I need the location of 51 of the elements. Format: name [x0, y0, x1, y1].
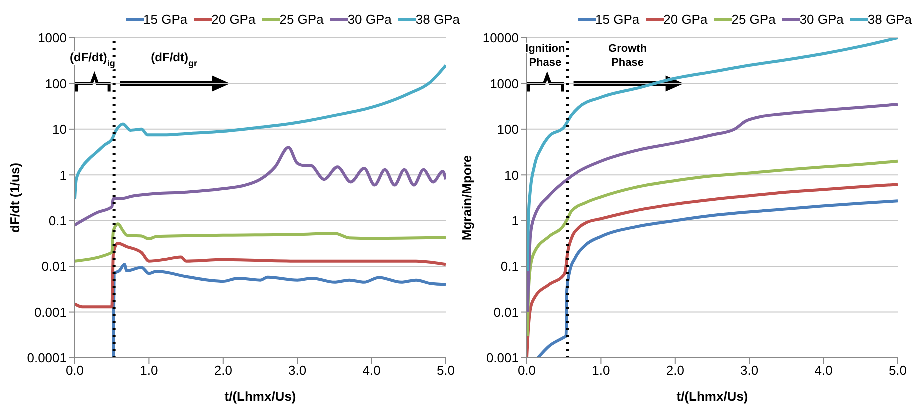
annotation: Ignition Phase [526, 43, 566, 69]
y-tick-label: 10000 [482, 30, 519, 46]
line-series [527, 160, 898, 338]
legend-label: 25 GPa [280, 12, 324, 27]
y-tick-label: 0.001 [486, 350, 519, 366]
y-tick-label: 1 [512, 213, 519, 228]
y-tick-label: 0.1 [48, 213, 67, 228]
legend-label: 15 GPa [596, 12, 640, 27]
line-series [75, 146, 446, 227]
legend-label: 25 GPa [732, 12, 776, 27]
x-axis-title: t/(Lhmx/Us) [224, 389, 296, 404]
x-tick-label: 4.0 [814, 363, 833, 378]
y-tick-label: 0.1 [500, 259, 519, 274]
x-tick-label: 1.0 [592, 363, 610, 378]
y-tick-label: 1000 [490, 76, 519, 92]
legend-label: 30 GPa [800, 12, 844, 27]
legend-label: 20 GPa [212, 12, 256, 27]
x-tick-label: 0.0 [518, 363, 536, 378]
legend-label: 38 GPa [416, 12, 460, 27]
y-tick-label: 0.01 [494, 304, 519, 320]
x-axis-title: t/(Lhmx/Us) [676, 389, 748, 404]
y-tick-label: 10 [504, 168, 519, 183]
line-series [75, 242, 446, 309]
annotation: (dF/dt)$_{gr}$ [151, 50, 198, 69]
y-tick-label: 0.01 [42, 259, 67, 274]
x-tick-label: 3.0 [288, 363, 307, 378]
x-tick-label: 5.0 [888, 363, 908, 378]
y-tick-label: 1000 [38, 30, 67, 46]
x-tick-label: 1.0 [140, 363, 158, 378]
x-tick-label: 4.0 [362, 363, 381, 378]
line-series [527, 38, 898, 272]
x-tick-label: 0.0 [66, 363, 84, 378]
x-tick-label: 2.0 [214, 363, 232, 378]
y-tick-label: 10 [52, 122, 67, 138]
legend-label: 38 GPa [868, 12, 912, 27]
line-series [527, 103, 898, 314]
annotation: Growth Phase [608, 43, 648, 69]
y-axis-title: dF/dt (1/us) [8, 162, 23, 234]
y-tick-label: 1 [60, 168, 67, 183]
y-axis-title: Mgrain/Mpore [460, 155, 475, 241]
line-series [75, 222, 446, 263]
legend-label: 30 GPa [348, 12, 392, 27]
y-tick-label: 0.0001 [27, 350, 67, 366]
y-tick-label: 0.001 [34, 304, 67, 320]
y-tick-label: 100 [497, 122, 519, 138]
x-tick-label: 2.0 [666, 363, 684, 378]
legend-label: 15 GPa [144, 12, 188, 27]
x-tick-label: 5.0 [436, 363, 456, 378]
legend-label: 20 GPa [664, 12, 708, 27]
x-tick-label: 3.0 [740, 363, 759, 378]
y-tick-label: 100 [45, 76, 67, 92]
